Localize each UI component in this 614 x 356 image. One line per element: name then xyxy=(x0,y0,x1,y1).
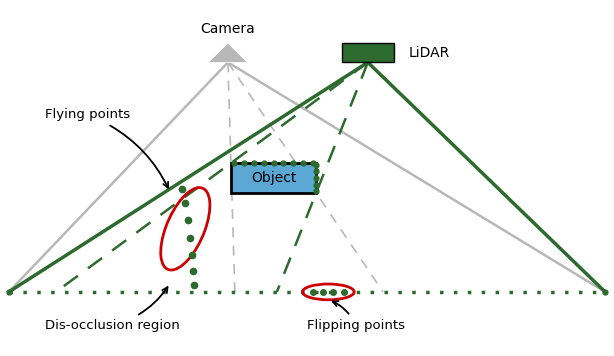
Polygon shape xyxy=(208,43,247,62)
Text: Flipping points: Flipping points xyxy=(307,301,405,332)
FancyBboxPatch shape xyxy=(342,43,394,62)
Text: LiDAR: LiDAR xyxy=(409,46,450,60)
Text: Dis-occlusion region: Dis-occlusion region xyxy=(45,287,180,332)
FancyBboxPatch shape xyxy=(231,163,316,193)
Text: Camera: Camera xyxy=(201,22,255,36)
Text: Flying points: Flying points xyxy=(45,109,168,188)
Text: Object: Object xyxy=(251,171,296,185)
